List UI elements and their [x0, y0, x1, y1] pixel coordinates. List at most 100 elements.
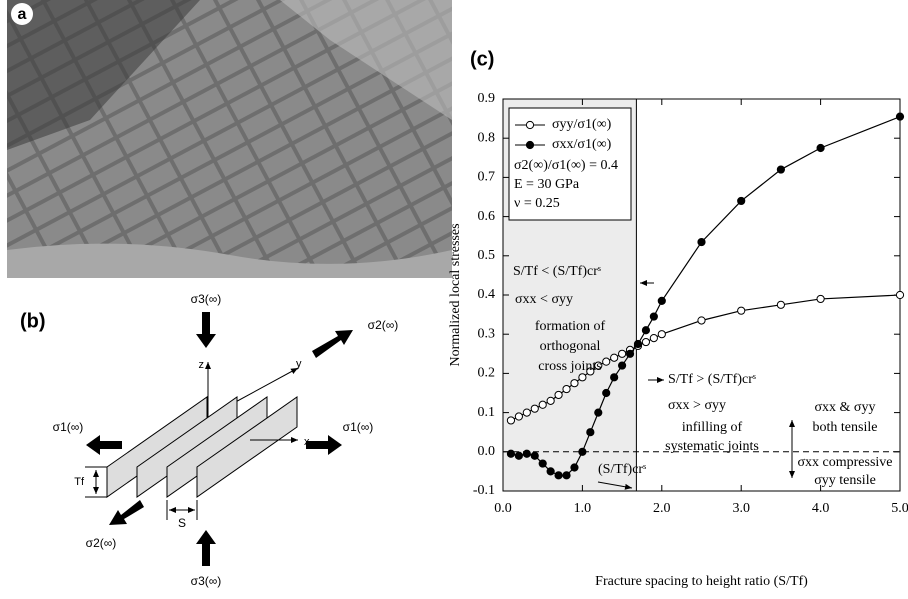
data-point [555, 391, 562, 398]
x-tick-label: 0.0 [494, 501, 512, 516]
annotation: σyy tensile [814, 473, 876, 488]
data-point [579, 448, 586, 455]
load-arrow [86, 435, 122, 455]
y-tick-label: 0.3 [478, 326, 496, 341]
panel-label: (c) [470, 48, 494, 70]
data-point [563, 472, 570, 479]
x-tick-label: 1.0 [574, 501, 592, 516]
axis-label: x [304, 436, 310, 448]
data-point [642, 327, 649, 334]
data-point [515, 413, 522, 420]
data-point [603, 389, 610, 396]
data-point [817, 144, 824, 151]
data-point [523, 450, 530, 457]
legend-label: σyy/σ1(∞) [552, 117, 612, 132]
annotation: σxx < σyy [515, 292, 573, 307]
y-tick-label: 0.2 [478, 366, 496, 381]
data-point [507, 417, 514, 424]
annotation: (S/Tf)crˢ [598, 462, 646, 477]
annotation: S/Tf < (S/Tf)crˢ [513, 264, 601, 279]
annotation: σxx > σyy [668, 398, 726, 413]
annotation: formation of [535, 319, 606, 334]
load-label: σ3(∞) [191, 292, 222, 306]
data-point [777, 301, 784, 308]
load-label: σ1(∞) [343, 420, 374, 434]
x-axis-label: Fracture spacing to height ratio (S/Tf) [595, 574, 808, 589]
data-point [539, 460, 546, 467]
load-arrow [196, 312, 216, 348]
data-point [619, 362, 626, 369]
x-tick-label: 4.0 [812, 501, 830, 516]
axis-label: z [199, 359, 205, 371]
annotation: cross joints [538, 359, 601, 374]
x-tick-label: 2.0 [653, 501, 671, 516]
y-axis-label: Normalized local stresses [448, 223, 463, 366]
y-tick-label: 0.9 [478, 91, 496, 106]
data-point [896, 113, 903, 120]
load-label: σ2(∞) [86, 536, 117, 550]
annotation: σxx & σyy [815, 400, 876, 415]
legend-label: σxx/σ1(∞) [552, 137, 612, 152]
data-point [658, 331, 665, 338]
data-point [555, 472, 562, 479]
data-point [698, 317, 705, 324]
data-point [626, 350, 633, 357]
data-point [896, 291, 903, 298]
legend-note: σ2(∞)/σ1(∞) = 0.4 [514, 158, 618, 173]
data-point [507, 450, 514, 457]
x-tick-label: 5.0 [891, 501, 908, 516]
data-point [611, 354, 618, 361]
data-point [531, 405, 538, 412]
data-point [642, 338, 649, 345]
load-label: σ3(∞) [191, 574, 222, 588]
data-point [698, 238, 705, 245]
data-point [738, 307, 745, 314]
legend-note: E = 30 GPa [514, 177, 580, 192]
data-point [587, 429, 594, 436]
data-point [523, 409, 530, 416]
load-arrow [312, 330, 353, 358]
legend-marker [526, 121, 533, 128]
panel-label: a [18, 6, 27, 23]
legend-marker [526, 141, 533, 148]
y-tick-label: 0.5 [478, 248, 496, 263]
load-arrow [306, 435, 342, 455]
data-point [547, 468, 554, 475]
data-point [611, 374, 618, 381]
figure: a (b) σ3(∞) σ3(∞) σ1(∞) σ1(∞) σ2(∞) σ2(∞… [0, 0, 908, 594]
load-label: σ1(∞) [53, 420, 84, 434]
data-point [650, 313, 657, 320]
data-point [539, 401, 546, 408]
data-point [603, 358, 610, 365]
axis-label: y [296, 358, 302, 370]
x-tick-label: 3.0 [732, 501, 750, 516]
annotation: both tensile [813, 420, 878, 435]
annotation: σxx compressive [797, 455, 892, 470]
y-tick-label: 0.8 [478, 130, 496, 145]
data-point [571, 464, 578, 471]
data-point [817, 295, 824, 302]
y-tick-label: 0.1 [478, 405, 496, 420]
annotation: systematic joints [665, 439, 759, 454]
annotation: S/Tf > (S/Tf)crˢ [668, 372, 756, 387]
data-point [571, 380, 578, 387]
dim-label: S [178, 516, 186, 530]
annotation: orthogonal [540, 339, 601, 354]
data-point [595, 409, 602, 416]
data-point [579, 374, 586, 381]
legend-note: ν = 0.25 [514, 196, 560, 211]
annotation: infilling of [682, 420, 743, 435]
data-point [531, 452, 538, 459]
data-point [658, 297, 665, 304]
data-point [634, 340, 641, 347]
y-tick-label: 0.0 [478, 444, 496, 459]
y-tick-label: 0.6 [478, 209, 496, 224]
panel-label: (b) [20, 310, 46, 332]
data-point [738, 197, 745, 204]
load-arrow [109, 500, 144, 525]
page: {"figure": {"panel_a": "a", "panel_b": "… [0, 0, 908, 594]
load-label: σ2(∞) [368, 318, 399, 332]
data-point [619, 350, 626, 357]
data-point [650, 335, 657, 342]
